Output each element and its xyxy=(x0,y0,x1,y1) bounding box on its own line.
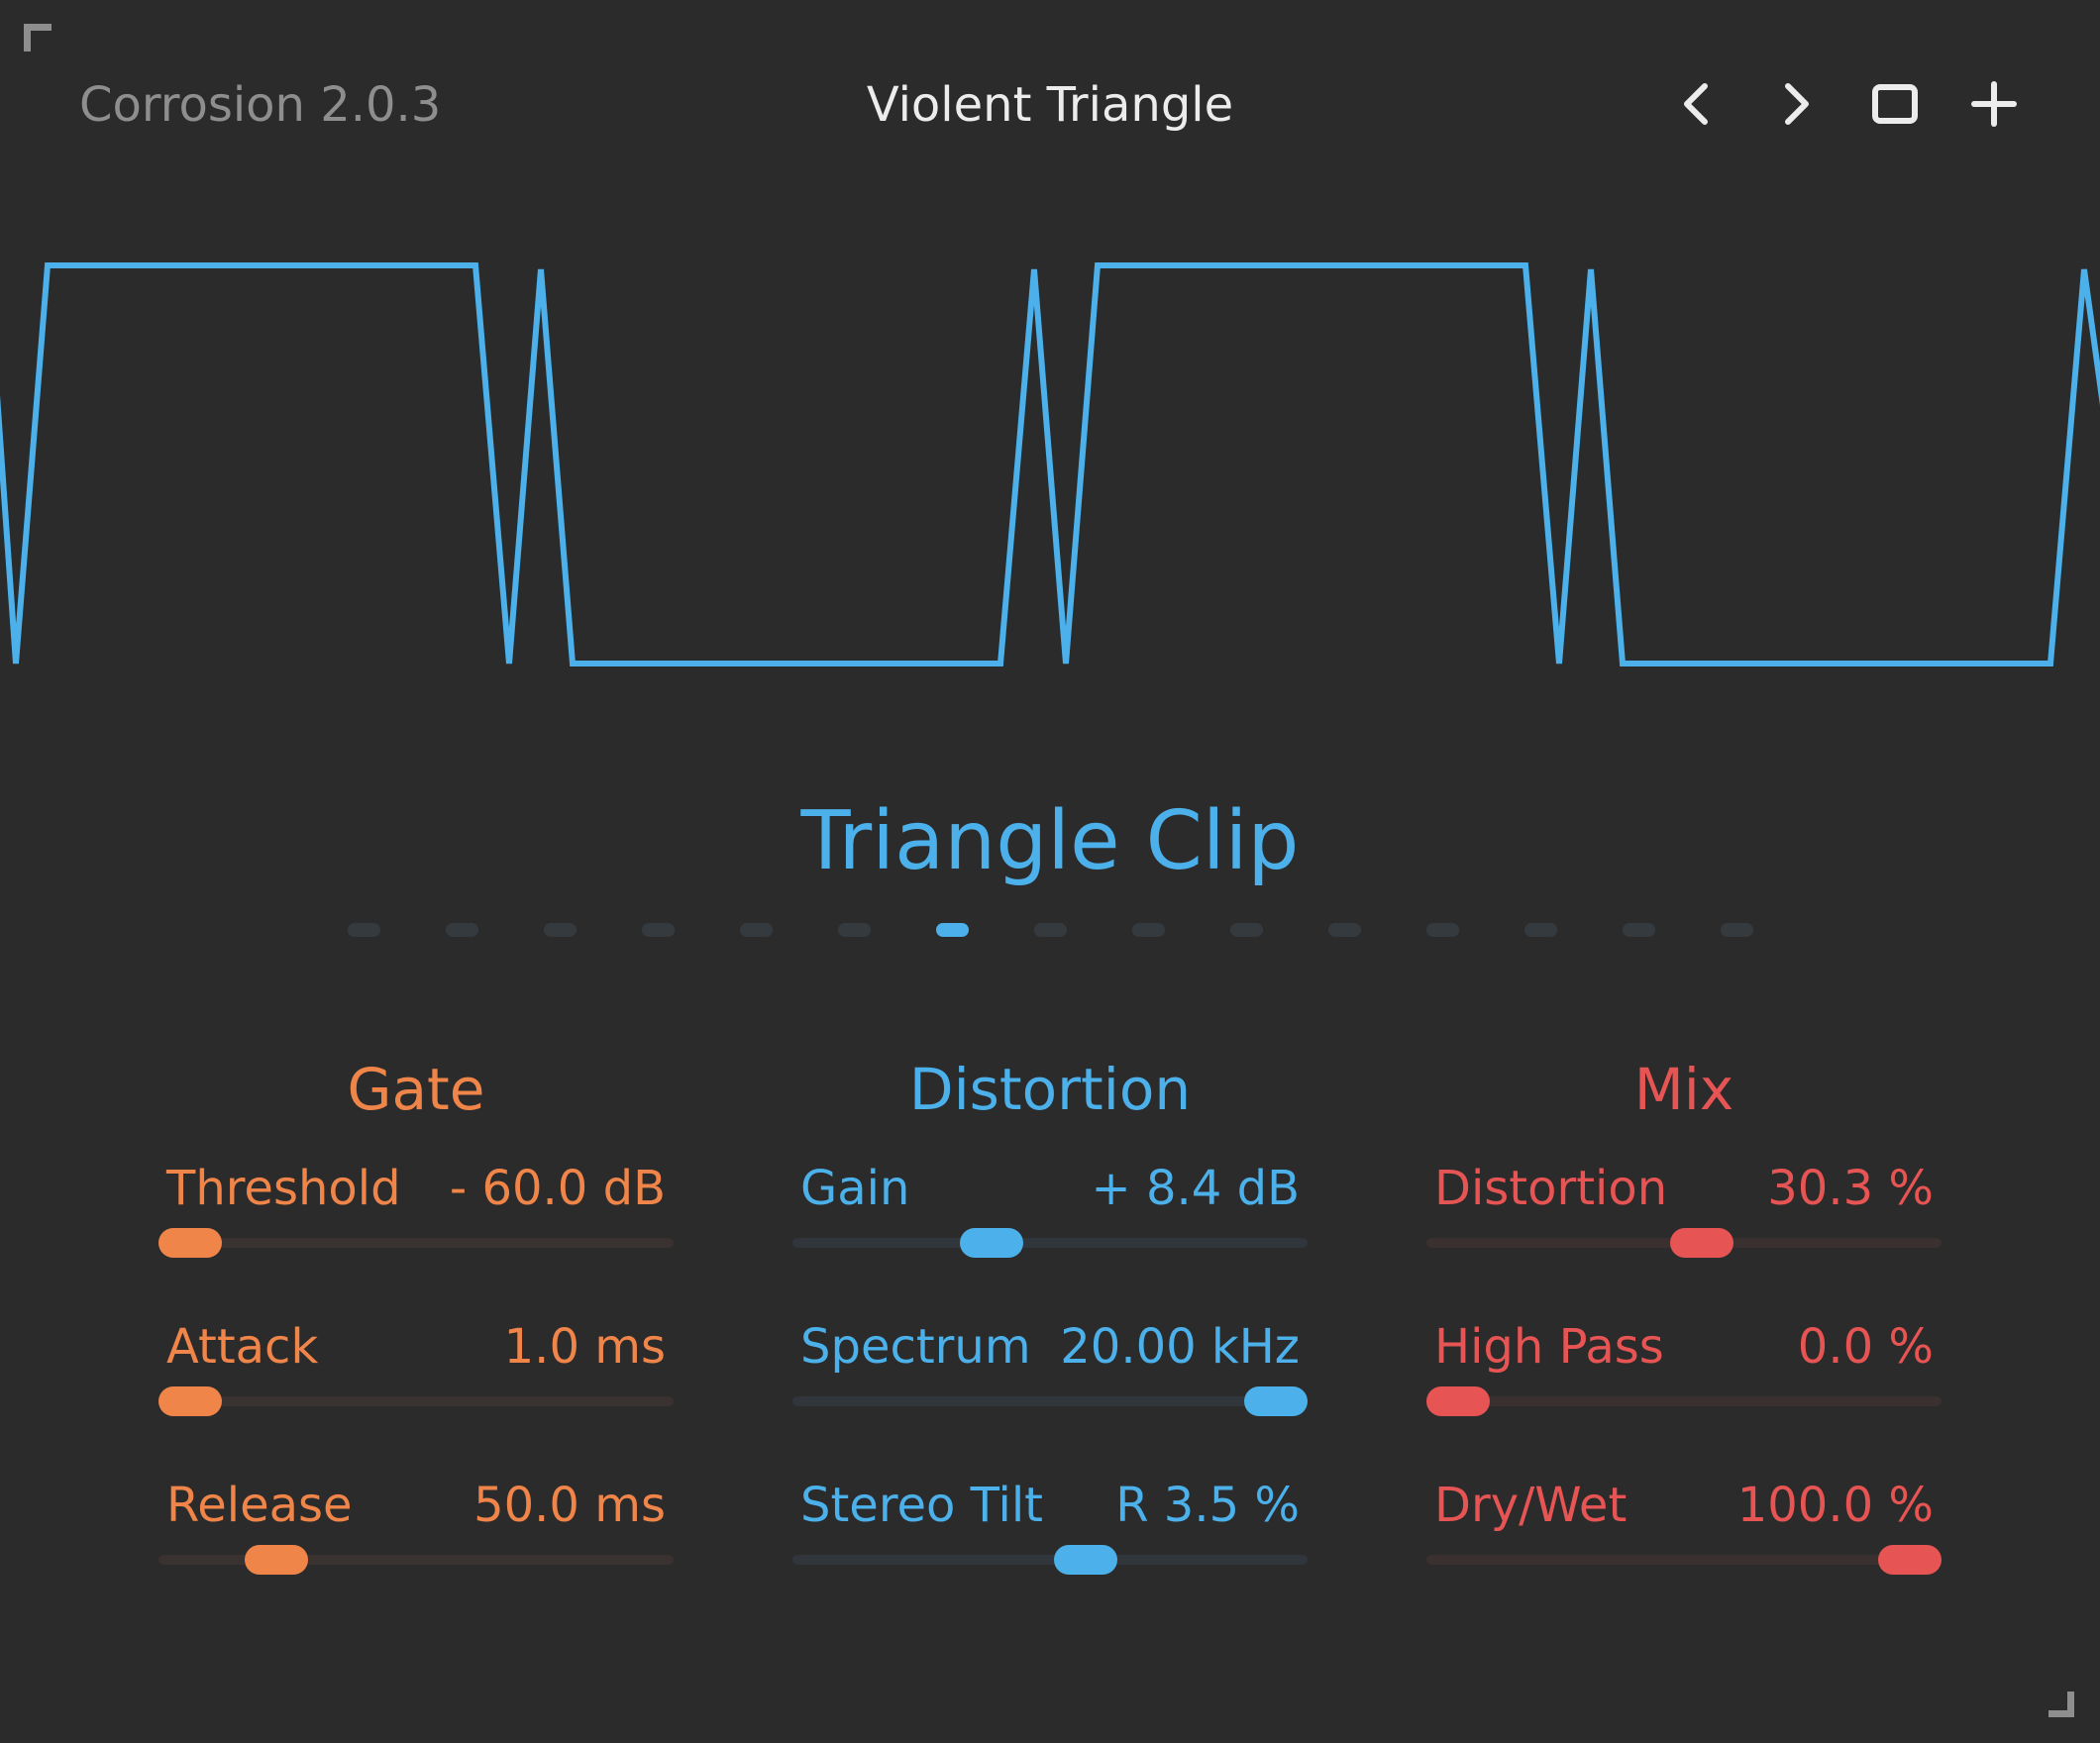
param-label: Gain xyxy=(800,1161,910,1216)
algorithm-title[interactable]: Triangle Clip xyxy=(800,794,1300,888)
toolbar xyxy=(1664,71,2027,137)
algorithm-dot[interactable] xyxy=(347,923,380,937)
mix-high-pass-param: High Pass 0.0 % xyxy=(1426,1317,1942,1436)
algorithm-dot[interactable] xyxy=(543,923,577,937)
distortion-section-title: Distortion xyxy=(908,1056,1192,1123)
slider-thumb[interactable] xyxy=(1670,1228,1734,1258)
algorithm-dot[interactable] xyxy=(739,923,773,937)
mix-high-pass-slider[interactable] xyxy=(1426,1386,1942,1416)
mix-section: Mix Distortion 30.3 % High Pass 0.0 % Dry/Wet… xyxy=(1426,1050,1942,1575)
algorithm-dot[interactable] xyxy=(1229,923,1263,937)
mix-dry-wet-slider[interactable] xyxy=(1426,1545,1942,1575)
version-label: Corrosion 2.0.3 xyxy=(79,77,442,133)
param-label: Stereo Tilt xyxy=(800,1478,1043,1533)
param-value[interactable]: 20.00 kHz xyxy=(1060,1319,1300,1375)
slider-thumb[interactable] xyxy=(1426,1386,1490,1416)
algorithm-dot[interactable] xyxy=(1131,923,1165,937)
slider-thumb[interactable] xyxy=(1244,1386,1308,1416)
resize-handle-icon[interactable] xyxy=(2048,1692,2074,1717)
param-value[interactable]: R 3.5 % xyxy=(1115,1478,1300,1533)
param-label: Attack xyxy=(166,1319,319,1375)
algorithm-dot[interactable] xyxy=(445,923,478,937)
mix-distortion-slider[interactable] xyxy=(1426,1228,1942,1258)
gate-attack-slider[interactable] xyxy=(158,1386,674,1416)
param-label: High Pass xyxy=(1434,1319,1664,1375)
preset-name[interactable]: Violent Triangle xyxy=(866,77,1234,133)
previous-preset-button[interactable] xyxy=(1664,71,1730,137)
algorithm-dot[interactable] xyxy=(1622,923,1655,937)
mix-distortion-param: Distortion 30.3 % xyxy=(1426,1159,1942,1278)
slider-thumb[interactable] xyxy=(158,1228,222,1258)
distortion-spectrum-param: Spectrum 20.00 kHz xyxy=(792,1317,1308,1436)
waveform-display xyxy=(0,262,2100,666)
distortion-gain-param: Gain + 8.4 dB xyxy=(792,1159,1308,1278)
algorithm-dot[interactable] xyxy=(1720,923,1753,937)
add-preset-button[interactable] xyxy=(1961,71,2027,137)
distortion-section: Distortion Gain + 8.4 dB Spectrum 20.00 kHz S… xyxy=(792,1050,1308,1575)
slider-thumb[interactable] xyxy=(1878,1545,1942,1575)
param-label: Dry/Wet xyxy=(1434,1478,1628,1533)
gate-threshold-slider[interactable] xyxy=(158,1228,674,1258)
waveform-line xyxy=(0,262,2100,666)
algorithm-dot[interactable] xyxy=(1523,923,1557,937)
mix-section-title: Mix xyxy=(1633,1056,1734,1123)
gate-release-slider[interactable] xyxy=(158,1545,674,1575)
chevron-right-icon xyxy=(1785,83,1809,125)
distortion-spectrum-slider[interactable] xyxy=(792,1386,1308,1416)
slider-thumb[interactable] xyxy=(1054,1545,1118,1575)
algorithm-selector xyxy=(0,923,2100,937)
algorithm-dot[interactable] xyxy=(837,923,871,937)
param-label: Threshold xyxy=(166,1161,401,1216)
param-label: Release xyxy=(166,1478,353,1533)
param-value[interactable]: 30.3 % xyxy=(1767,1161,1934,1216)
distortion-gain-slider[interactable] xyxy=(792,1228,1308,1258)
slider-thumb[interactable] xyxy=(959,1228,1023,1258)
gate-attack-param: Attack 1.0 ms xyxy=(158,1317,674,1436)
corner-mark-icon xyxy=(24,24,52,51)
param-value[interactable]: 100.0 % xyxy=(1736,1478,1934,1533)
chevron-left-icon xyxy=(1684,83,1708,125)
mix-dry-wet-param: Dry/Wet 100.0 % xyxy=(1426,1476,1942,1594)
algorithm-dot[interactable] xyxy=(1327,923,1361,937)
algorithm-dot[interactable] xyxy=(1033,923,1067,937)
square-icon xyxy=(1872,84,1918,124)
param-value[interactable]: 1.0 ms xyxy=(503,1319,666,1375)
algorithm-dot[interactable] xyxy=(641,923,675,937)
window-size-button[interactable] xyxy=(1862,71,1928,137)
gate-release-param: Release 50.0 ms xyxy=(158,1476,674,1594)
slider-thumb[interactable] xyxy=(244,1545,308,1575)
gate-section-title: Gate xyxy=(347,1056,485,1123)
distortion-stereo-tilt-param: Stereo Tilt R 3.5 % xyxy=(792,1476,1308,1594)
algorithm-dot[interactable] xyxy=(935,923,969,937)
next-preset-button[interactable] xyxy=(1763,71,1829,137)
param-value[interactable]: 0.0 % xyxy=(1797,1319,1934,1375)
param-label: Distortion xyxy=(1434,1161,1668,1216)
slider-thumb[interactable] xyxy=(158,1386,222,1416)
gate-threshold-param: Threshold - 60.0 dB xyxy=(158,1159,674,1278)
distortion-stereo-tilt-slider[interactable] xyxy=(792,1545,1308,1575)
plus-icon xyxy=(1971,81,2017,127)
algorithm-dot[interactable] xyxy=(1425,923,1459,937)
param-value[interactable]: + 8.4 dB xyxy=(1091,1161,1300,1216)
param-value[interactable]: - 60.0 dB xyxy=(449,1161,666,1216)
param-label: Spectrum xyxy=(800,1319,1031,1375)
gate-section: Gate Threshold - 60.0 dB Attack 1.0 ms Releas… xyxy=(158,1050,674,1575)
param-value[interactable]: 50.0 ms xyxy=(473,1478,666,1533)
